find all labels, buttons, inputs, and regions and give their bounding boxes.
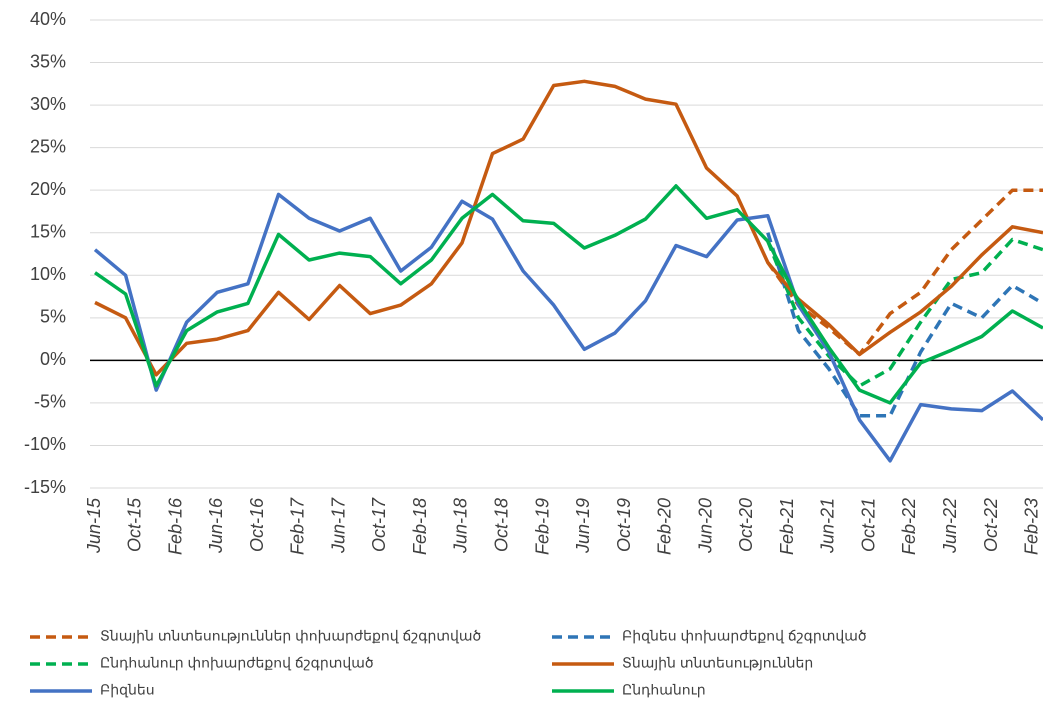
x-tick-label: Jun-15 [84,497,104,554]
x-tick-label: Oct-19 [614,498,634,552]
x-tick-label: Oct-18 [491,498,511,552]
legend-label: Տնային տնտեսություններ փոխարժեքով ճշգրտվ… [100,628,481,644]
y-tick-label: 0% [40,349,66,369]
x-tick-label: Feb-17 [288,497,308,555]
x-tick-label: Feb-23 [1022,498,1042,555]
y-tick-label: 20% [30,179,66,199]
x-tick-label: Jun-17 [328,497,348,554]
legend-label: Ընդհանուր փոխարժեքով ճշգրտված [100,655,374,671]
x-tick-label: Feb-19 [532,498,552,555]
y-tick-label: -10% [24,434,66,454]
x-tick-label: Oct-17 [369,497,389,552]
y-tick-label: 10% [30,264,66,284]
y-tick-label: -5% [34,392,66,412]
y-tick-label: 25% [30,136,66,156]
x-tick-label: Jun-16 [206,497,226,554]
legend-label: Բիզնես [100,682,155,698]
y-tick-label: 15% [30,221,66,241]
x-tick-label: Oct-21 [858,498,878,552]
x-tick-label: Oct-20 [736,498,756,552]
x-tick-label: Jun-22 [940,498,960,554]
x-tick-label: Feb-22 [899,498,919,555]
y-tick-label: 5% [40,307,66,327]
series-line [766,237,1043,388]
x-tick-label: Feb-20 [655,498,675,555]
y-tick-label: 35% [30,51,66,71]
series-line [94,184,1043,405]
x-tick-label: Oct-22 [981,498,1001,552]
x-tick-label: Feb-21 [777,498,797,555]
x-tick-label: Feb-16 [165,497,185,555]
legend-label: Ընդհանուր [622,682,706,698]
x-tick-label: Feb-18 [410,498,430,555]
y-tick-label: -15% [24,477,66,497]
series-line [94,79,1043,377]
x-tick-label: Jun-18 [451,498,471,554]
y-tick-label: 30% [30,94,66,114]
x-tick-label: Oct-16 [247,497,267,552]
series-line [766,188,1043,357]
legend-label: Բիզնես փոխարժեքով ճշգրտված [622,628,867,644]
y-tick-label: 40% [30,9,66,29]
series-line [93,192,1043,463]
x-tick-label: Jun-21 [818,498,838,554]
x-tick-label: Jun-20 [695,498,715,554]
x-tick-label: Oct-15 [125,497,145,552]
x-tick-label: Jun-19 [573,498,593,554]
legend-label: Տնային տնտեսություններ [622,655,813,671]
